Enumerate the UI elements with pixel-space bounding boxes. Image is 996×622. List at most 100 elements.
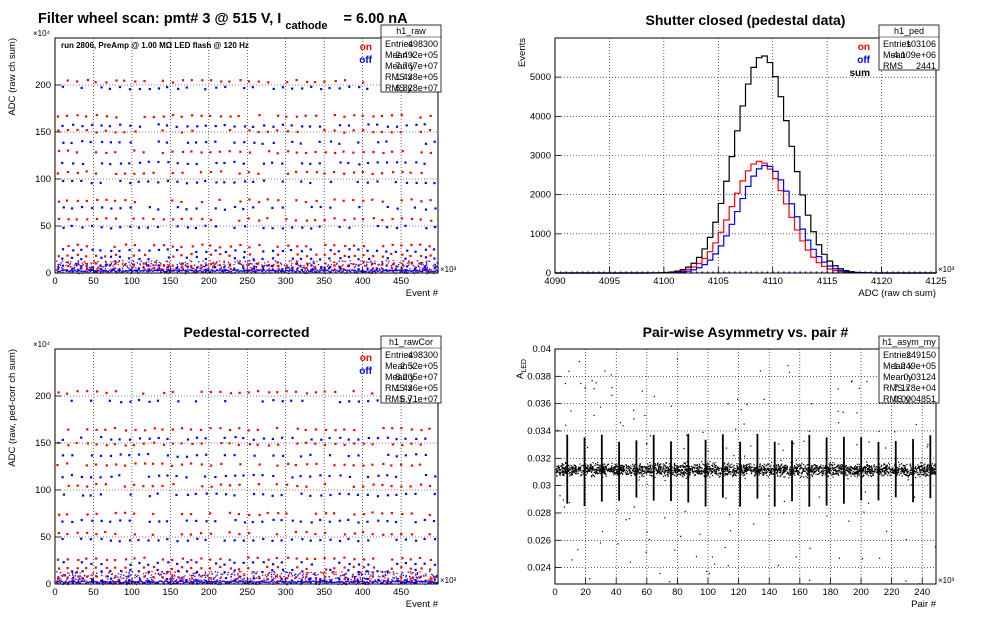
point-off [80,436,83,439]
point-noise [177,571,179,573]
point [701,467,703,470]
point-baseline [299,270,301,273]
point-baseline [98,269,101,272]
point-baseline [212,270,214,272]
point [572,470,574,472]
point-off [204,579,207,582]
point-baseline [413,269,416,272]
point-noise [339,266,342,268]
point-noise [59,264,62,266]
x-tick-label: 150 [162,276,178,287]
point-noise [209,576,211,579]
point-off [367,400,370,403]
baseline-marker [891,271,894,273]
point-noise [280,573,283,575]
point-off [300,162,304,165]
point-noise [325,572,327,574]
point-off [367,123,370,126]
point [740,464,742,466]
point [575,466,577,469]
figure-header: Filter wheel scan: pmt# 3 @ 515 V, I cat… [38,11,408,33]
point-baseline [156,270,159,272]
point-off [215,86,218,89]
point-baseline [417,270,419,272]
point-off [233,569,236,572]
y-tick-label: 1000 [530,229,551,240]
point [557,471,559,473]
point-noise [237,577,239,580]
point-on [219,557,222,561]
point [822,473,824,475]
point-on [162,218,165,221]
point-noise [277,271,279,273]
point-noise [433,272,435,275]
point [572,465,574,468]
point-noise [365,577,367,580]
point-off [386,570,389,573]
point-off [214,475,217,479]
point-baseline [186,580,188,583]
point-on [200,463,203,466]
point-noise [336,262,338,264]
point [643,475,645,478]
point-on [400,113,403,116]
point-baseline [353,269,355,272]
point-noise [193,582,195,584]
point-on [96,269,99,272]
point-baseline [128,580,130,583]
point-noise [416,577,418,579]
point-on [201,217,204,220]
y-tick-label: 200 [35,80,51,91]
point-baseline [378,580,380,582]
point [589,470,592,472]
point-on [314,150,317,154]
point-off [424,267,427,270]
point-off [147,264,150,267]
point-noise [118,268,120,270]
point-noise [133,263,136,265]
point [837,465,839,467]
point-noise [308,577,311,579]
point-baseline [88,581,91,583]
point-on [95,217,99,221]
point-on [343,566,346,569]
point-off [262,493,265,496]
point-baseline [200,270,203,273]
point-on [132,483,136,486]
point-off [375,249,379,252]
point-off [272,454,275,457]
point-off [328,265,332,268]
point-noise [148,580,150,582]
point-noise [223,266,225,269]
y-tick-label: 150 [35,438,51,449]
point-baseline [184,580,187,583]
point-baseline [370,581,373,583]
point-on [419,130,422,133]
baseline-marker [864,271,867,273]
point-baseline [71,271,74,273]
point-baseline [157,269,160,272]
point-off [81,140,84,143]
point-noise [57,265,60,268]
point-noise [395,576,397,578]
point [641,468,643,470]
point-on [229,245,233,248]
point-noise [338,266,341,268]
point-off [138,87,141,91]
point [733,467,735,469]
point [812,464,814,467]
point-on [324,428,328,432]
point-off [356,493,360,496]
point-noise [101,265,103,268]
point-noise [427,269,429,271]
point [758,471,761,474]
point-noise [276,262,279,264]
point-baseline [210,269,213,271]
point [584,469,587,471]
point-noise [255,266,258,268]
point-baseline [133,269,135,272]
point-noise [369,261,371,263]
point-baseline [219,581,221,584]
point [706,466,708,468]
point-baseline [226,269,229,272]
